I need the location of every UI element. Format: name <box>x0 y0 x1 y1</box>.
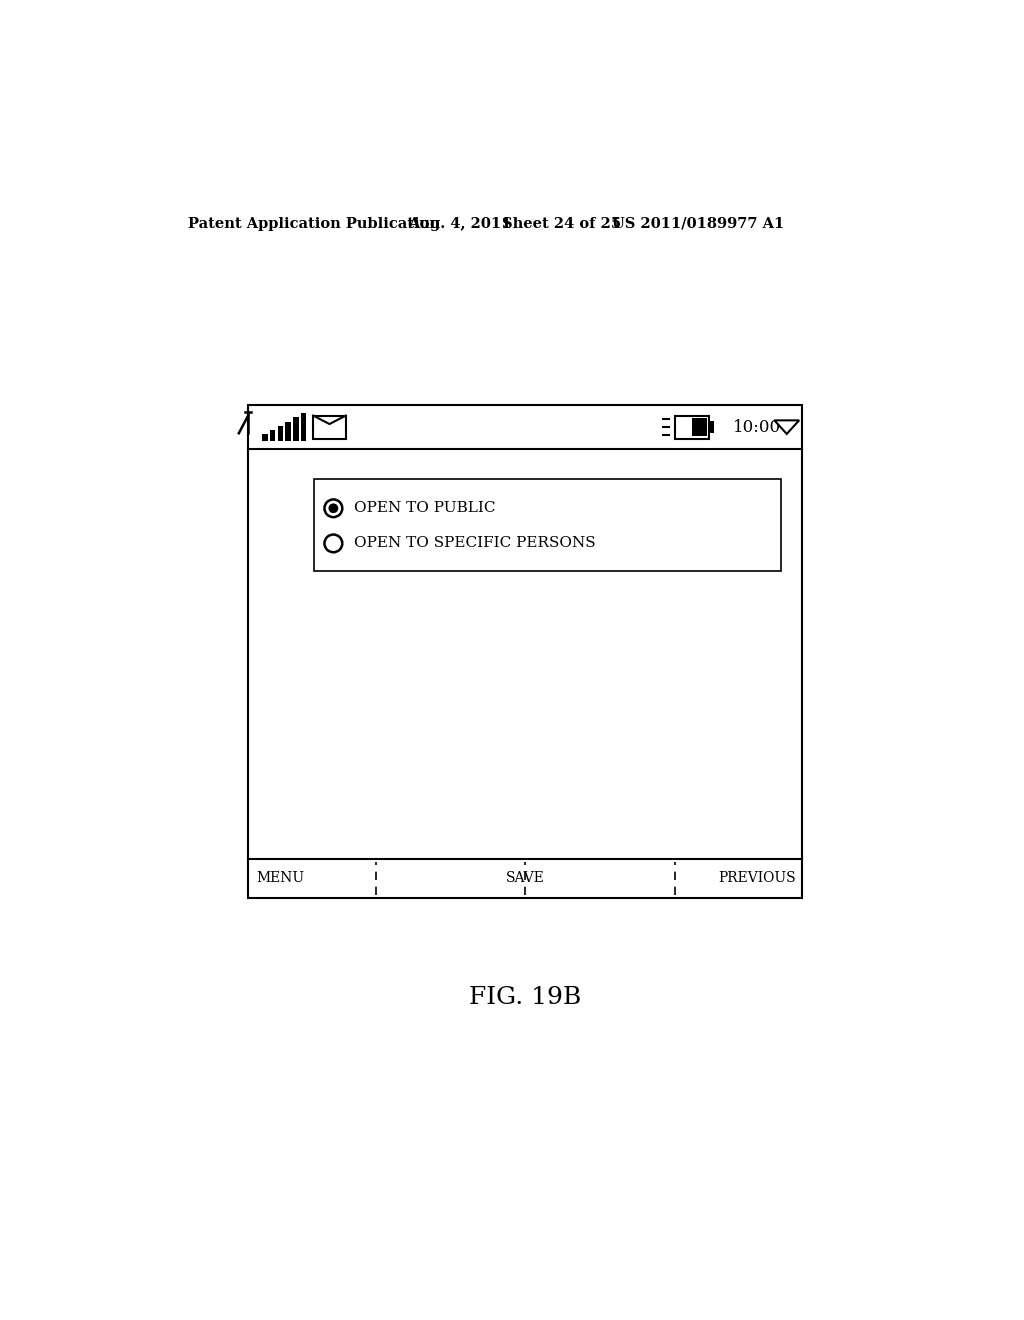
Bar <box>270 430 275 441</box>
Bar <box>710 421 714 433</box>
Text: 10:00: 10:00 <box>732 418 780 436</box>
Bar <box>248 405 802 898</box>
Text: OPEN TO PUBLIC: OPEN TO PUBLIC <box>353 502 495 515</box>
Circle shape <box>325 535 342 552</box>
Bar <box>286 421 291 441</box>
Bar <box>278 426 283 441</box>
Text: FIG. 19B: FIG. 19B <box>469 986 581 1010</box>
Bar <box>301 413 306 441</box>
Circle shape <box>325 499 342 517</box>
Text: US 2011/0189977 A1: US 2011/0189977 A1 <box>612 216 784 231</box>
Bar <box>691 418 707 437</box>
Text: MENU: MENU <box>256 871 304 886</box>
Text: SAVE: SAVE <box>506 871 545 886</box>
Bar <box>675 416 710 438</box>
Bar <box>262 434 267 441</box>
Text: Patent Application Publication: Patent Application Publication <box>188 216 440 231</box>
Text: PREVIOUS: PREVIOUS <box>719 871 796 886</box>
Bar <box>293 417 299 441</box>
Text: OPEN TO SPECIFIC PERSONS: OPEN TO SPECIFIC PERSONS <box>353 536 595 550</box>
Text: Aug. 4, 2011: Aug. 4, 2011 <box>409 216 512 231</box>
Bar <box>313 416 346 438</box>
Polygon shape <box>774 420 799 434</box>
Bar <box>314 479 781 572</box>
Circle shape <box>329 503 338 513</box>
Text: Sheet 24 of 25: Sheet 24 of 25 <box>502 216 621 231</box>
